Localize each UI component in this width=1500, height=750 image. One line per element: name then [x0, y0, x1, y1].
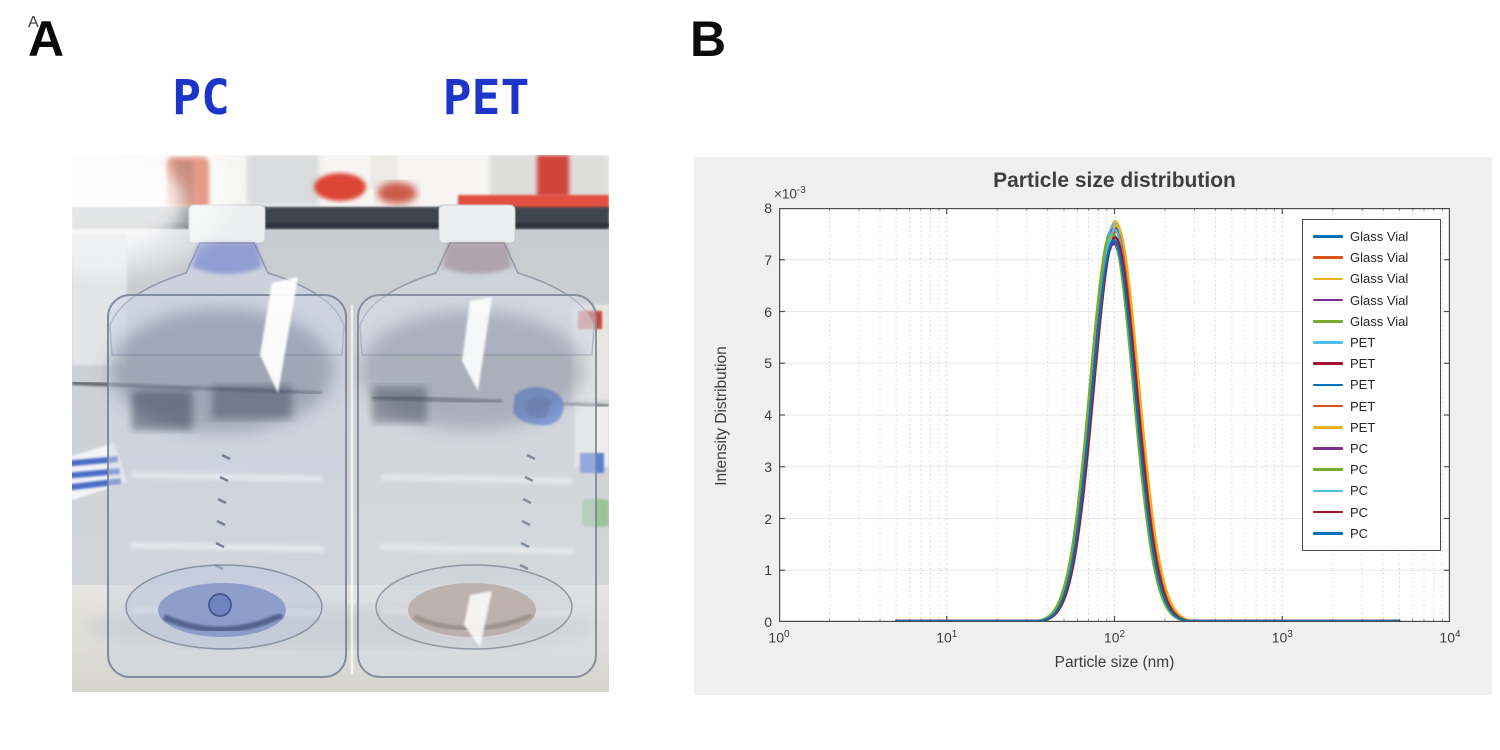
- left-bottle: [107, 204, 347, 678]
- x-tick-label: 104: [1439, 629, 1461, 646]
- legend-label: Glass Vial: [1350, 292, 1409, 308]
- legend-item: PET: [1313, 354, 1432, 374]
- x-axis-label: Particle size (nm): [1054, 654, 1175, 671]
- right-bottle: [357, 204, 597, 678]
- lab-photo-art: [0, 95, 610, 692]
- legend-item: PET: [1313, 333, 1432, 353]
- legend-line-sample: [1313, 256, 1343, 260]
- right-bottle-graduations: [519, 453, 536, 571]
- legend-label: Glass Vial: [1350, 313, 1409, 329]
- legend-line-sample: [1313, 489, 1343, 493]
- panel-a-letter-text: A: [28, 11, 65, 67]
- legend-label: PC: [1350, 440, 1369, 456]
- left-bottle-highlight: [260, 277, 298, 393]
- y-exponent-base: ×10: [774, 186, 797, 202]
- legend-item: PC: [1313, 523, 1432, 543]
- right-bottle-cap: [438, 204, 516, 244]
- legend-label: Glass Vial: [1350, 229, 1409, 245]
- legend-label: Glass Vial: [1350, 271, 1409, 287]
- legend-label: PET: [1350, 335, 1376, 351]
- red-equipment-background: [537, 155, 569, 197]
- legend-line-sample: [1313, 235, 1343, 238]
- left-bottle-graduations: [214, 453, 231, 571]
- x-tick-label: 101: [936, 629, 958, 646]
- legend-item: Glass Vial: [1313, 311, 1432, 331]
- legend-label: PC: [1350, 525, 1369, 541]
- legend-label: PC: [1350, 462, 1369, 478]
- y-tick-label: 2: [764, 510, 772, 527]
- legend-line-sample: [1313, 447, 1343, 450]
- legend-label: PET: [1350, 419, 1376, 435]
- lab-photo: [0, 95, 610, 692]
- y-tick-label: 5: [764, 355, 772, 372]
- legend-item: PC: [1313, 438, 1432, 458]
- legend-item: Glass Vial: [1313, 290, 1432, 310]
- legend-line-sample: [1313, 341, 1343, 344]
- pet-bottle-label: PET: [442, 70, 530, 126]
- legend-item: Glass Vial: [1313, 227, 1432, 247]
- chart-title: Particle size distribution: [993, 169, 1236, 192]
- legend-label: PC: [1350, 504, 1369, 520]
- right-bottle-highlight: [462, 297, 492, 391]
- panel-a-letter: A: [28, 14, 39, 31]
- legend-item: Glass Vial: [1313, 248, 1432, 268]
- legend-line-sample: [1313, 277, 1343, 281]
- legend-label: PET: [1350, 356, 1376, 372]
- chart-legend: Glass Vial Glass Vial Glass Vial Glass V…: [1302, 219, 1441, 551]
- panel-b-letter: B: [690, 11, 727, 67]
- red-caps-background: [314, 173, 366, 201]
- legend-label: PET: [1350, 377, 1376, 393]
- y-axis-exponent: ×10-3: [774, 185, 806, 202]
- legend-item: PC: [1313, 481, 1432, 501]
- legend-line-sample: [1313, 362, 1343, 366]
- y-tick-label: 3: [764, 458, 772, 475]
- x-tick-label: 102: [1103, 629, 1126, 646]
- legend-label: PC: [1350, 483, 1369, 499]
- legend-line-sample: [1313, 320, 1343, 323]
- legend-item: Glass Vial: [1313, 269, 1432, 289]
- legend-label: Glass Vial: [1350, 250, 1409, 266]
- y-tick-label: 0: [764, 614, 772, 630]
- chart-figure: Particle size distribution ×10-3 Intensi…: [694, 157, 1492, 695]
- legend-item: PET: [1313, 396, 1432, 416]
- left-bottle-blue-neck: [192, 243, 262, 274]
- legend-item: PET: [1313, 375, 1432, 395]
- y-tick-label: 1: [764, 562, 772, 579]
- legend-line-sample: [1313, 510, 1343, 514]
- legend-line-sample: [1313, 404, 1343, 408]
- legend-label: PET: [1350, 398, 1376, 414]
- y-tick-label: 7: [764, 251, 772, 268]
- legend-item: PC: [1313, 460, 1432, 480]
- x-tick-label: 103: [1271, 629, 1293, 646]
- legend-item: PET: [1313, 417, 1432, 437]
- y-exponent-power: -3: [796, 185, 806, 196]
- y-tick-label: 6: [764, 303, 772, 320]
- legend-line-sample: [1313, 425, 1343, 429]
- legend-line-sample: [1313, 531, 1343, 535]
- legend-line-sample: [1313, 468, 1343, 471]
- legend-line-sample: [1313, 298, 1343, 302]
- y-tick-label: 8: [764, 200, 772, 216]
- legend-item: PC: [1313, 502, 1432, 522]
- y-tick-label: 4: [764, 407, 772, 423]
- legend-line-sample: [1313, 383, 1343, 387]
- x-tick-label: 100: [768, 629, 790, 646]
- right-bottle-neck-tint: [442, 243, 512, 274]
- pc-bottle-label: PC: [172, 70, 230, 126]
